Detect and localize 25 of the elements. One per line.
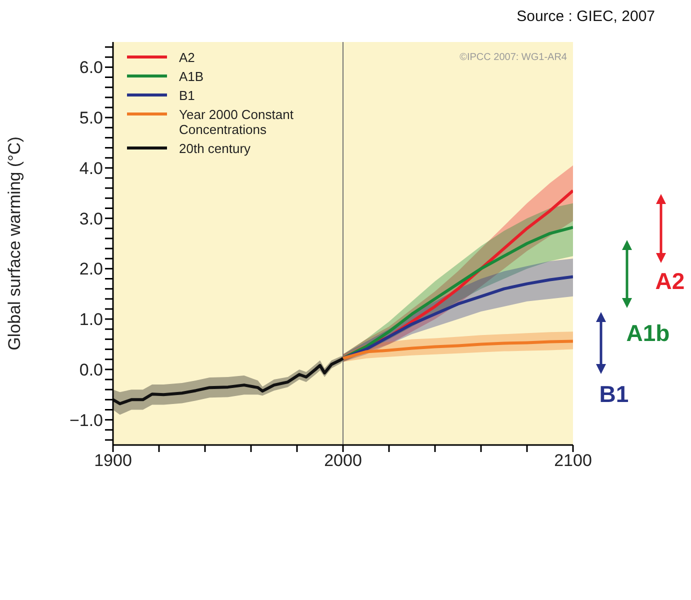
legend-label: Year 2000 Constant Concentrations [179, 107, 294, 137]
line-series [342, 340, 573, 360]
text: B1 [599, 381, 629, 408]
legend-label: A2 [179, 50, 195, 65]
y-tick-label: 6.0 [79, 58, 103, 78]
annotation: ©IPCC 2007: WG1-AR4 [460, 52, 567, 63]
y-tick-label: 4.0 [79, 158, 103, 178]
line-series [113, 356, 344, 406]
y-tick-label: 5.0 [79, 108, 103, 128]
text: A1b [626, 320, 670, 346]
y-tick-label: 3.0 [79, 209, 103, 228]
source-note: Source : GIEC, 2007 [516, 8, 655, 25]
legend-label: B1 [179, 88, 195, 103]
y-tick-label: 0.0 [79, 360, 103, 380]
legend-label: 20th century [179, 141, 251, 156]
y-tick-label: −1.0 [69, 410, 103, 430]
y-axis-title: Global surface warming (°C) [5, 136, 24, 350]
x-tick-label: 2100 [554, 451, 592, 470]
y-tick-label: 1.0 [79, 310, 103, 330]
y-tick-label: 2.0 [79, 260, 103, 279]
line-series [342, 226, 573, 360]
x-tick-label: 2000 [324, 451, 362, 470]
text: A2 [655, 268, 685, 294]
x-tick-label: 1900 [94, 451, 132, 470]
legend-label: A1B [179, 69, 204, 84]
